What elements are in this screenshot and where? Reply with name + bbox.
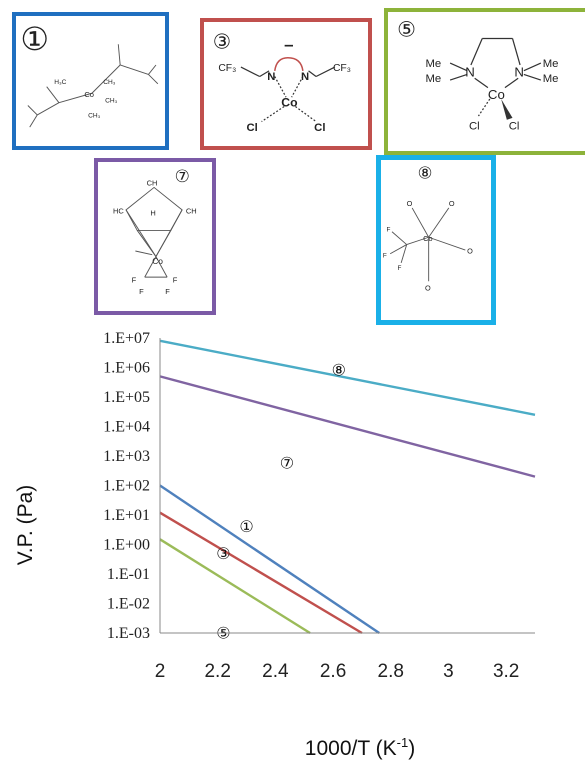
structure-3-atom: Cl: [247, 122, 258, 134]
series-line: [159, 339, 536, 416]
structure-1-atom: CH₃: [105, 98, 118, 105]
structure-7-atom: CH: [147, 179, 158, 188]
structure-7-atom: HC: [113, 207, 124, 216]
structure-7-atom: F: [165, 287, 170, 296]
x-axis-title-end: ): [408, 737, 415, 760]
structure-3-number: ③: [213, 30, 232, 53]
y-tick-label: 1.E-02: [107, 596, 150, 613]
structure-3-atom: CF₃: [333, 63, 351, 74]
y-axis-title: V.P. (Pa): [14, 485, 37, 566]
x-tick-label: 2.8: [378, 661, 404, 682]
structure-7-number: ⑦: [175, 167, 190, 186]
structure-1-atom: CH₃: [88, 113, 101, 120]
x-tick-label: 2.4: [262, 661, 289, 682]
structure-5-atom: Co: [488, 87, 505, 102]
structure-5-atom: Cl: [509, 120, 520, 132]
structure-8-atom: O: [449, 199, 455, 208]
structure-8-atom: O: [407, 199, 413, 208]
structure-3-atom: N: [267, 71, 275, 83]
structure-8-atom: Co: [423, 234, 432, 243]
structure-7-atom: F: [173, 276, 178, 285]
y-tick-label: 1.E+07: [103, 330, 150, 347]
structure-3-atom: Co: [281, 96, 297, 110]
structure-3-atom: N: [301, 71, 309, 83]
structure-7-atom: F: [132, 276, 137, 285]
structure-5-drawing: ⑤ Me Me N N Me Me Co Cl Cl: [397, 19, 559, 133]
structure-8-atom: O: [425, 283, 431, 292]
structure-3-atom: CF₃: [218, 63, 236, 74]
structure-8-atom: O: [467, 247, 473, 256]
structure-5-atom: Me: [426, 58, 442, 70]
structure-8-atom: F: [398, 265, 402, 272]
structure-5-atom: N: [514, 64, 524, 79]
structure-5-atom: Me: [426, 73, 442, 85]
structure-7-atom: CH: [186, 207, 197, 216]
series-line: [159, 511, 363, 635]
x-tick-label: 3.2: [493, 661, 519, 682]
y-tick-label: 1.E+06: [103, 360, 150, 377]
structure-1-drawing: ① H₃C CH₃ CH₃ CH₃ Co: [20, 21, 159, 128]
y-tick-label: 1.E+05: [103, 389, 150, 406]
structure-5-atom: Cl: [469, 120, 480, 132]
y-tick-label: 1.E+01: [103, 507, 150, 524]
structure-8-drawing: ⑧ Co O O O O F F F: [383, 165, 473, 293]
series-label: ①: [239, 519, 253, 536]
structure-1-atom: Co: [84, 90, 94, 99]
x-tick-label: 2.6: [320, 661, 346, 682]
structure-3-box: ③ – CF₃ CF₃ N N Co Cl Cl: [200, 18, 372, 150]
y-tick-label: 1.E+04: [103, 419, 150, 436]
structure-5-box: ⑤ Me Me N N Me Me Co Cl Cl: [384, 8, 585, 155]
structure-3-drawing: ③ – CF₃ CF₃ N N Co Cl Cl: [213, 30, 351, 134]
structure-8-number: ⑧: [418, 165, 433, 183]
structure-5-atom: N: [465, 64, 475, 79]
y-tick-labels: 1.E+07 1.E+06 1.E+05 1.E+04 1.E+03 1.E+02 1.E+…: [103, 330, 150, 642]
structure-5-atom: Me: [543, 73, 559, 85]
structure-8-atom: F: [387, 227, 391, 234]
x-axis-title-main: 1000/T (K: [305, 737, 397, 760]
structure-3-charge: –: [284, 35, 293, 54]
series-label: ⑤: [216, 626, 230, 643]
x-axis-title: 1000/T (K-1): [305, 735, 415, 760]
x-axis-title-sup: -1: [397, 735, 409, 750]
structure-7-atom: F: [139, 287, 144, 296]
structure-8-box: ⑧ Co O O O O F F F: [376, 155, 496, 325]
x-tick-labels: 2 2.2 2.4 2.6 2.8 3 3.2: [155, 661, 520, 682]
series-label: ⑦: [280, 456, 294, 473]
structure-7-atom: Co: [152, 256, 163, 266]
y-tick-label: 1.E+02: [103, 478, 150, 495]
y-tick-label: 1.E-03: [107, 625, 150, 642]
structure-7-box: ⑦ CH HC CH H Co F F F F: [94, 158, 216, 315]
y-tick-label: 1.E-01: [107, 566, 150, 583]
structure-8-atom: F: [383, 252, 387, 259]
series-labels: ⑧ ⑦ ①③ ⑤: [216, 363, 346, 643]
structure-7-drawing: ⑦ CH HC CH H Co F F F F: [113, 167, 197, 296]
x-tick-label: 2: [155, 661, 166, 682]
x-tick-label: 3: [443, 661, 454, 682]
y-tick-label: 1.E+03: [103, 448, 150, 465]
series-line: [159, 375, 536, 478]
structure-3-atom: Cl: [314, 122, 325, 134]
structure-7-atom: H: [150, 208, 155, 217]
y-tick-label: 1.E+00: [103, 537, 150, 554]
structure-5-atom: Me: [543, 58, 559, 70]
structure-5-number: ⑤: [397, 19, 416, 42]
x-tick-label: 2.2: [204, 661, 230, 682]
series-lines: [159, 339, 536, 635]
series-label: ③: [216, 546, 230, 563]
structure-1-number: ①: [20, 21, 49, 57]
series-label: ⑧: [332, 363, 346, 380]
structure-1-atom: CH₃: [103, 79, 116, 86]
vapor-pressure-chart: 1.E+07 1.E+06 1.E+05 1.E+04 1.E+03 1.E+02 1.E+…: [14, 330, 536, 760]
series-line: [159, 484, 380, 634]
structure-1-box: ① H₃C CH₃ CH₃ CH₃ Co: [12, 12, 169, 150]
series-line: [159, 538, 311, 635]
structure-1-atom: H₃C: [54, 79, 66, 86]
